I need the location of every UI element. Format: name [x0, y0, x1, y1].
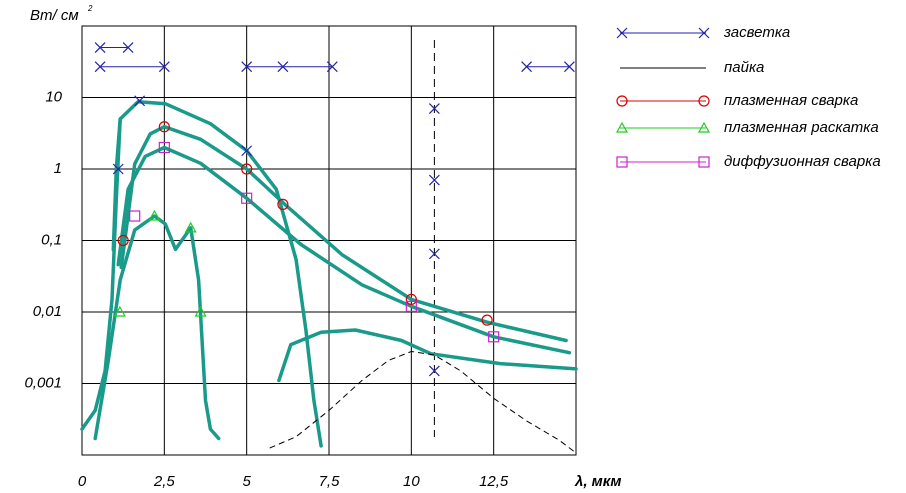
x-tick-label: 2,5: [153, 473, 176, 490]
marker-square: [698, 156, 710, 168]
marker-x: [158, 61, 170, 73]
marker-square: [129, 210, 141, 222]
x-axis-label: λ, мкм: [574, 473, 621, 490]
x-tick-label: 10: [403, 473, 420, 490]
marker-square: [405, 300, 417, 312]
marker-x: [326, 61, 338, 73]
marker-square: [616, 156, 628, 168]
marker-circle: [241, 163, 253, 175]
marker-x: [428, 365, 440, 377]
marker-x: [122, 42, 134, 53]
legend-label: плазменная раскатка: [724, 119, 879, 136]
y-tick-label: 1: [54, 160, 62, 177]
marker-square: [488, 331, 500, 343]
marker-circle: [698, 95, 710, 107]
curve: [93, 214, 221, 441]
y-tick-label: 0,001: [24, 374, 62, 391]
marker-x: [521, 61, 533, 73]
marker-x: [241, 145, 253, 157]
curve: [80, 117, 122, 431]
curve: [111, 100, 323, 448]
y-axis-label-sup: 2: [87, 4, 93, 13]
marker-circle: [158, 121, 170, 133]
marker-x: [698, 27, 710, 39]
series-line: [269, 350, 577, 454]
y-tick-label: 0,1: [41, 231, 62, 248]
x-tick-label: 5: [242, 473, 251, 490]
legend-label: засветка: [723, 24, 790, 41]
marker-x: [277, 61, 289, 73]
marker-triangle: [184, 221, 197, 233]
x-tick-label: 12,5: [479, 473, 509, 490]
marker-square: [158, 141, 170, 154]
marker-x: [563, 61, 575, 73]
marker-x: [428, 248, 440, 260]
marker-square: [241, 192, 253, 204]
curve: [277, 328, 578, 383]
legend-label: пайка: [724, 59, 764, 76]
marker-x: [241, 61, 253, 73]
marker-x: [428, 103, 440, 114]
marker-circle: [117, 234, 129, 247]
x-tick-label: 7,5: [319, 473, 341, 490]
series-line: [100, 48, 569, 371]
marker-triangle: [194, 305, 207, 317]
marker-triangle: [615, 121, 629, 133]
y-tick-label: 10: [45, 88, 62, 105]
marker-triangle: [148, 209, 161, 221]
marker-x: [112, 163, 124, 175]
legend-label: плазменная сварка: [724, 92, 858, 109]
marker-circle: [405, 293, 417, 306]
y-tick-label: 0,01: [33, 303, 62, 320]
legend-label: диффузионная сварка: [724, 153, 881, 170]
marker-circle: [481, 314, 493, 326]
marker-x: [134, 95, 146, 107]
curve: [116, 145, 572, 355]
marker-triangle: [113, 305, 126, 317]
marker-circle: [277, 198, 289, 210]
y-axis-label: Вт/ см: [30, 7, 79, 24]
marker-x: [428, 174, 440, 186]
x-tick-label: 0: [78, 473, 87, 490]
marker-x: [94, 42, 106, 53]
marker-circle: [616, 95, 628, 107]
marker-x: [616, 27, 628, 39]
marker-x: [94, 61, 106, 73]
marker-triangle: [697, 121, 711, 133]
